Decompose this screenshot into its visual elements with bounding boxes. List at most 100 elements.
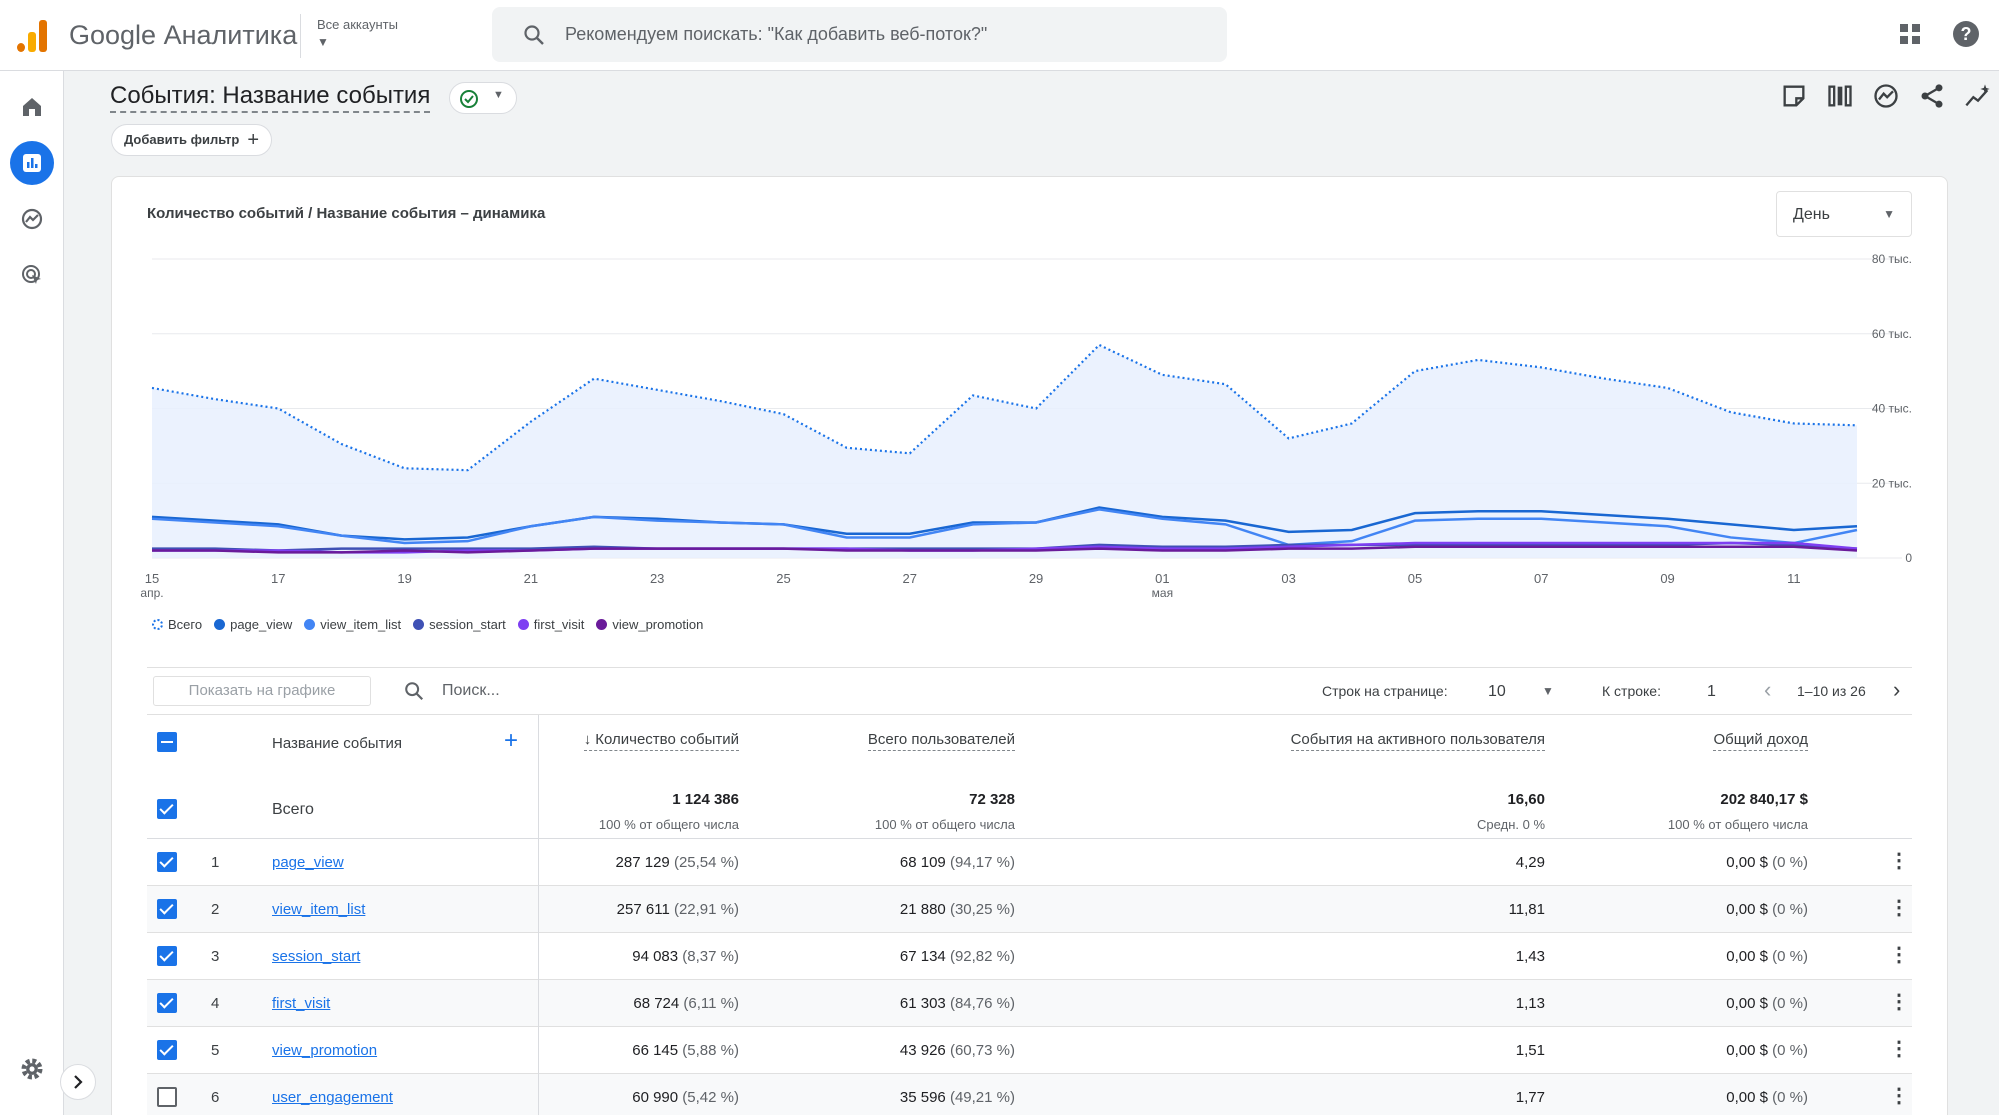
share-icon[interactable]: [1918, 82, 1946, 110]
search-bar[interactable]: Рекомендуем поискать: "Как добавить веб-…: [492, 7, 1227, 62]
page-title[interactable]: События: Название события: [110, 82, 431, 113]
column-header-total-revenue[interactable]: Общий доход: [1713, 731, 1808, 751]
insights-icon[interactable]: [1872, 82, 1900, 110]
account-picker[interactable]: Все аккаунты ▼: [300, 14, 398, 58]
event-name-link[interactable]: user_engagement: [272, 1089, 393, 1106]
trend-sparkle-icon[interactable]: [1964, 82, 1992, 110]
event-count-cell: 94 083 (8,37 %): [632, 948, 739, 965]
legend-item[interactable]: view_promotion: [596, 617, 703, 632]
expand-nav-button[interactable]: [60, 1064, 96, 1100]
users-value: 67 134: [899, 948, 946, 965]
revenue-cell: 0,00 $ (0 %): [1726, 854, 1808, 871]
caret-down-icon[interactable]: ▼: [1542, 684, 1554, 698]
check-circle-icon: [460, 90, 478, 108]
more-vert-icon[interactable]: ⋮: [1889, 1085, 1909, 1107]
more-vert-icon[interactable]: ⋮: [1889, 944, 1909, 966]
revenue-value: 0,00 $: [1726, 995, 1768, 1012]
table-row[interactable]: 5 view_promotion 66 145 (5,88 %) 43 926 (60…: [147, 1027, 1912, 1074]
event-name-link[interactable]: view_item_list: [272, 901, 366, 918]
column-header-event-name[interactable]: Название события: [272, 735, 402, 752]
add-dimension-plus-icon[interactable]: +: [504, 727, 519, 754]
granularity-select[interactable]: День ▼: [1776, 191, 1912, 237]
legend-item[interactable]: view_item_list: [304, 617, 401, 632]
legend-label: page_view: [230, 617, 293, 632]
nav-reports[interactable]: [10, 141, 54, 185]
y-tick-label: 0: [1905, 551, 1912, 565]
more-vert-icon[interactable]: ⋮: [1889, 850, 1909, 872]
row-checkbox[interactable]: [157, 852, 177, 872]
row-checkbox[interactable]: [157, 899, 177, 919]
total-events-per-user-sub: Средн. 0 %: [1477, 817, 1545, 832]
total-users: 72 328: [969, 791, 1015, 808]
search-icon: [524, 25, 544, 45]
legend-item[interactable]: session_start: [413, 617, 506, 632]
table-row[interactable]: 1 page_view 287 129 (25,54 %) 68 109 (94,17…: [147, 839, 1912, 886]
table-row[interactable]: 2 view_item_list 257 611 (22,91 %) 21 880 (…: [147, 886, 1912, 933]
legend-item[interactable]: first_visit: [517, 617, 584, 632]
column-header-total-users[interactable]: Всего пользователей: [867, 731, 1015, 751]
target-cursor-icon: [22, 265, 41, 284]
event-name-link[interactable]: first_visit: [272, 995, 331, 1012]
series-area-total: [152, 344, 1857, 558]
x-tick-label: 15: [145, 571, 159, 586]
legend-item[interactable]: Всего: [152, 617, 202, 632]
y-tick-label: 40 тыс.: [1872, 402, 1912, 416]
chevron-left-icon[interactable]: ‹: [1764, 677, 1772, 702]
revenue-value: 0,00 $: [1726, 854, 1768, 871]
legend-item[interactable]: page_view: [214, 617, 292, 632]
revenue-cell: 0,00 $ (0 %): [1726, 995, 1808, 1012]
event-name-link[interactable]: session_start: [272, 948, 361, 965]
legend-swatch: [517, 619, 529, 630]
revenue-percent: (0 %): [1772, 995, 1808, 1012]
event-count-cell: 60 990 (5,42 %): [632, 1089, 739, 1106]
column-header-event-count[interactable]: ↓ Количество событий: [583, 731, 739, 751]
chevron-right-icon[interactable]: ›: [1893, 677, 1901, 702]
users-cell: 35 596 (49,21 %): [900, 1089, 1015, 1106]
x-tick-label: 03: [1281, 571, 1295, 586]
customize-report-icon[interactable]: [1780, 82, 1808, 110]
apps-grid-icon[interactable]: [1898, 22, 1922, 46]
event-name-link[interactable]: view_promotion: [272, 1042, 378, 1059]
revenue-cell: 0,00 $ (0 %): [1726, 948, 1808, 965]
legend-label: view_promotion: [612, 617, 704, 632]
legend-label: Всего: [168, 617, 203, 632]
more-vert-icon[interactable]: ⋮: [1889, 897, 1909, 919]
analytics-logo[interactable]: [16, 18, 48, 52]
goto-row-label: К строке:: [1602, 683, 1661, 699]
settings-gear-icon[interactable]: [18, 1055, 46, 1083]
goto-row-input[interactable]: 1: [1707, 683, 1716, 700]
users-cell: 68 109 (94,17 %): [900, 854, 1015, 871]
show-on-chart-button[interactable]: Показать на графике: [153, 676, 371, 706]
events-per-user-cell: 4,29: [1515, 854, 1545, 871]
table-row[interactable]: 4 first_visit 68 724 (6,11 %) 61 303 (84,76…: [147, 980, 1912, 1027]
report-status-badge[interactable]: ▼: [449, 82, 517, 114]
table-row[interactable]: 6 user_engagement 60 990 (5,42 %) 35 596 (4…: [147, 1074, 1912, 1115]
table-row[interactable]: 3 session_start 94 083 (8,37 %) 67 134 (92,…: [147, 933, 1912, 980]
rows-per-page-select[interactable]: 10: [1488, 683, 1506, 700]
users-value: 35 596: [899, 1089, 946, 1106]
rows-per-page-label: Строк на странице:: [1322, 683, 1448, 699]
revenue-value: 0,00 $: [1726, 1089, 1768, 1106]
nav-explore[interactable]: [10, 197, 54, 241]
row-checkbox[interactable]: [157, 1087, 177, 1107]
nav-advertising[interactable]: [10, 253, 54, 297]
add-filter-button[interactable]: Добавить фильтр +: [111, 124, 273, 156]
select-all-checkbox[interactable]: [157, 732, 177, 752]
series-line-view-item-list: [151, 508, 1858, 547]
more-vert-icon[interactable]: ⋮: [1889, 991, 1909, 1013]
event-name-link[interactable]: page_view: [272, 854, 344, 871]
row-checkbox[interactable]: [157, 993, 177, 1013]
more-vert-icon[interactable]: ⋮: [1889, 1038, 1909, 1060]
row-checkbox[interactable]: [157, 946, 177, 966]
y-tick-label: 20 тыс.: [1872, 476, 1912, 490]
total-row-checkbox[interactable]: [157, 799, 177, 819]
column-header-events-per-user[interactable]: События на активного пользователя: [1290, 731, 1545, 751]
help-icon[interactable]: ?: [1953, 21, 1979, 47]
row-checkbox[interactable]: [157, 1040, 177, 1060]
y-tick-label: 60 тыс.: [1872, 327, 1912, 341]
table-search-input[interactable]: Поиск...: [442, 682, 500, 699]
compare-icon[interactable]: [1826, 82, 1854, 110]
nav-home[interactable]: [10, 85, 54, 129]
plus-icon: +: [247, 129, 260, 151]
